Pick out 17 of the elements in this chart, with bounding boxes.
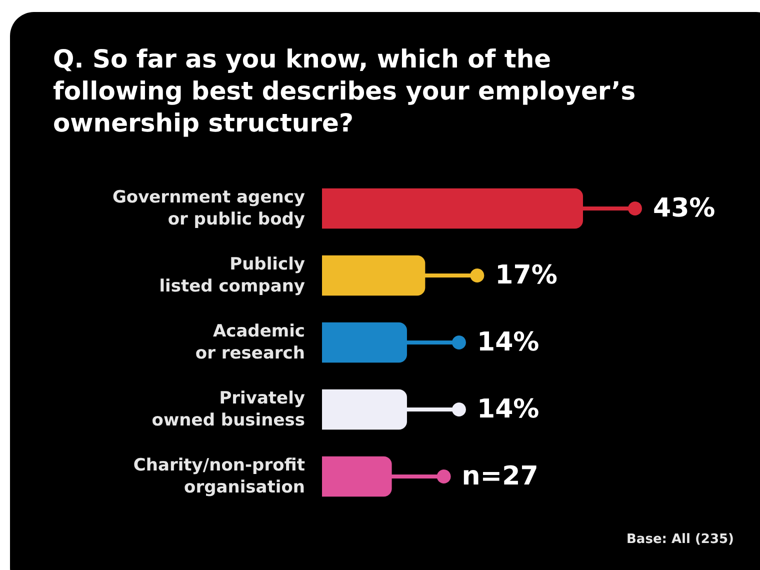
y-tick-label: Charity/non-profit organisation <box>133 456 305 498</box>
y-tick-label: Publicly listed company <box>159 254 305 296</box>
bar <box>322 188 583 229</box>
data-label: 14% <box>476 394 540 424</box>
y-tick-label: Government agency or public body <box>112 188 305 230</box>
chart-title: Q. So far as you know, which of the following best describes your employer’s ownership structure? <box>53 44 644 138</box>
bar <box>322 255 426 296</box>
y-tick-label: Privately owned business <box>152 388 305 430</box>
bar <box>322 456 392 497</box>
data-label: 17% <box>495 260 558 290</box>
bar <box>322 389 407 430</box>
y-tick-label: Academic or research <box>195 322 305 364</box>
data-label: 14% <box>476 328 540 358</box>
data-label: 43% <box>653 194 716 224</box>
bar <box>322 322 407 363</box>
annotation: n=27 <box>462 462 538 492</box>
text: Base: All (235) <box>626 532 734 547</box>
